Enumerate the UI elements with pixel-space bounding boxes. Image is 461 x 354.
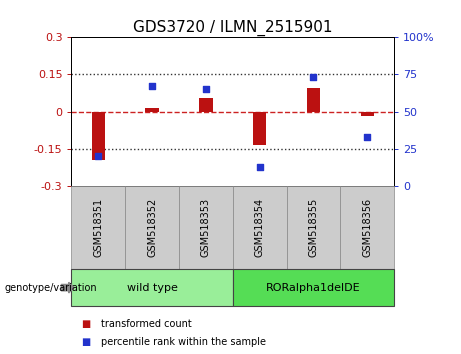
- Text: GSM518352: GSM518352: [147, 198, 157, 257]
- Point: [148, 84, 156, 89]
- Point: [310, 74, 317, 80]
- Text: genotype/variation: genotype/variation: [5, 282, 97, 293]
- Text: ■: ■: [81, 319, 90, 329]
- Text: transformed count: transformed count: [101, 319, 192, 329]
- Point: [202, 86, 210, 92]
- Bar: [145, 108, 159, 112]
- Bar: [361, 112, 374, 116]
- Bar: [307, 88, 320, 112]
- Bar: [199, 98, 213, 112]
- Bar: [253, 112, 266, 145]
- Text: percentile rank within the sample: percentile rank within the sample: [101, 337, 266, 347]
- Text: wild type: wild type: [127, 282, 177, 293]
- Point: [256, 164, 263, 169]
- Text: GSM518351: GSM518351: [93, 198, 103, 257]
- Text: ■: ■: [81, 337, 90, 347]
- Text: GSM518355: GSM518355: [308, 198, 319, 257]
- Text: GSM518356: GSM518356: [362, 198, 372, 257]
- Text: GSM518354: GSM518354: [254, 198, 265, 257]
- Text: RORalpha1delDE: RORalpha1delDE: [266, 282, 361, 293]
- Title: GDS3720 / ILMN_2515901: GDS3720 / ILMN_2515901: [133, 19, 332, 36]
- Point: [95, 153, 102, 159]
- Point: [364, 134, 371, 139]
- Text: GSM518353: GSM518353: [201, 198, 211, 257]
- Bar: [92, 112, 105, 160]
